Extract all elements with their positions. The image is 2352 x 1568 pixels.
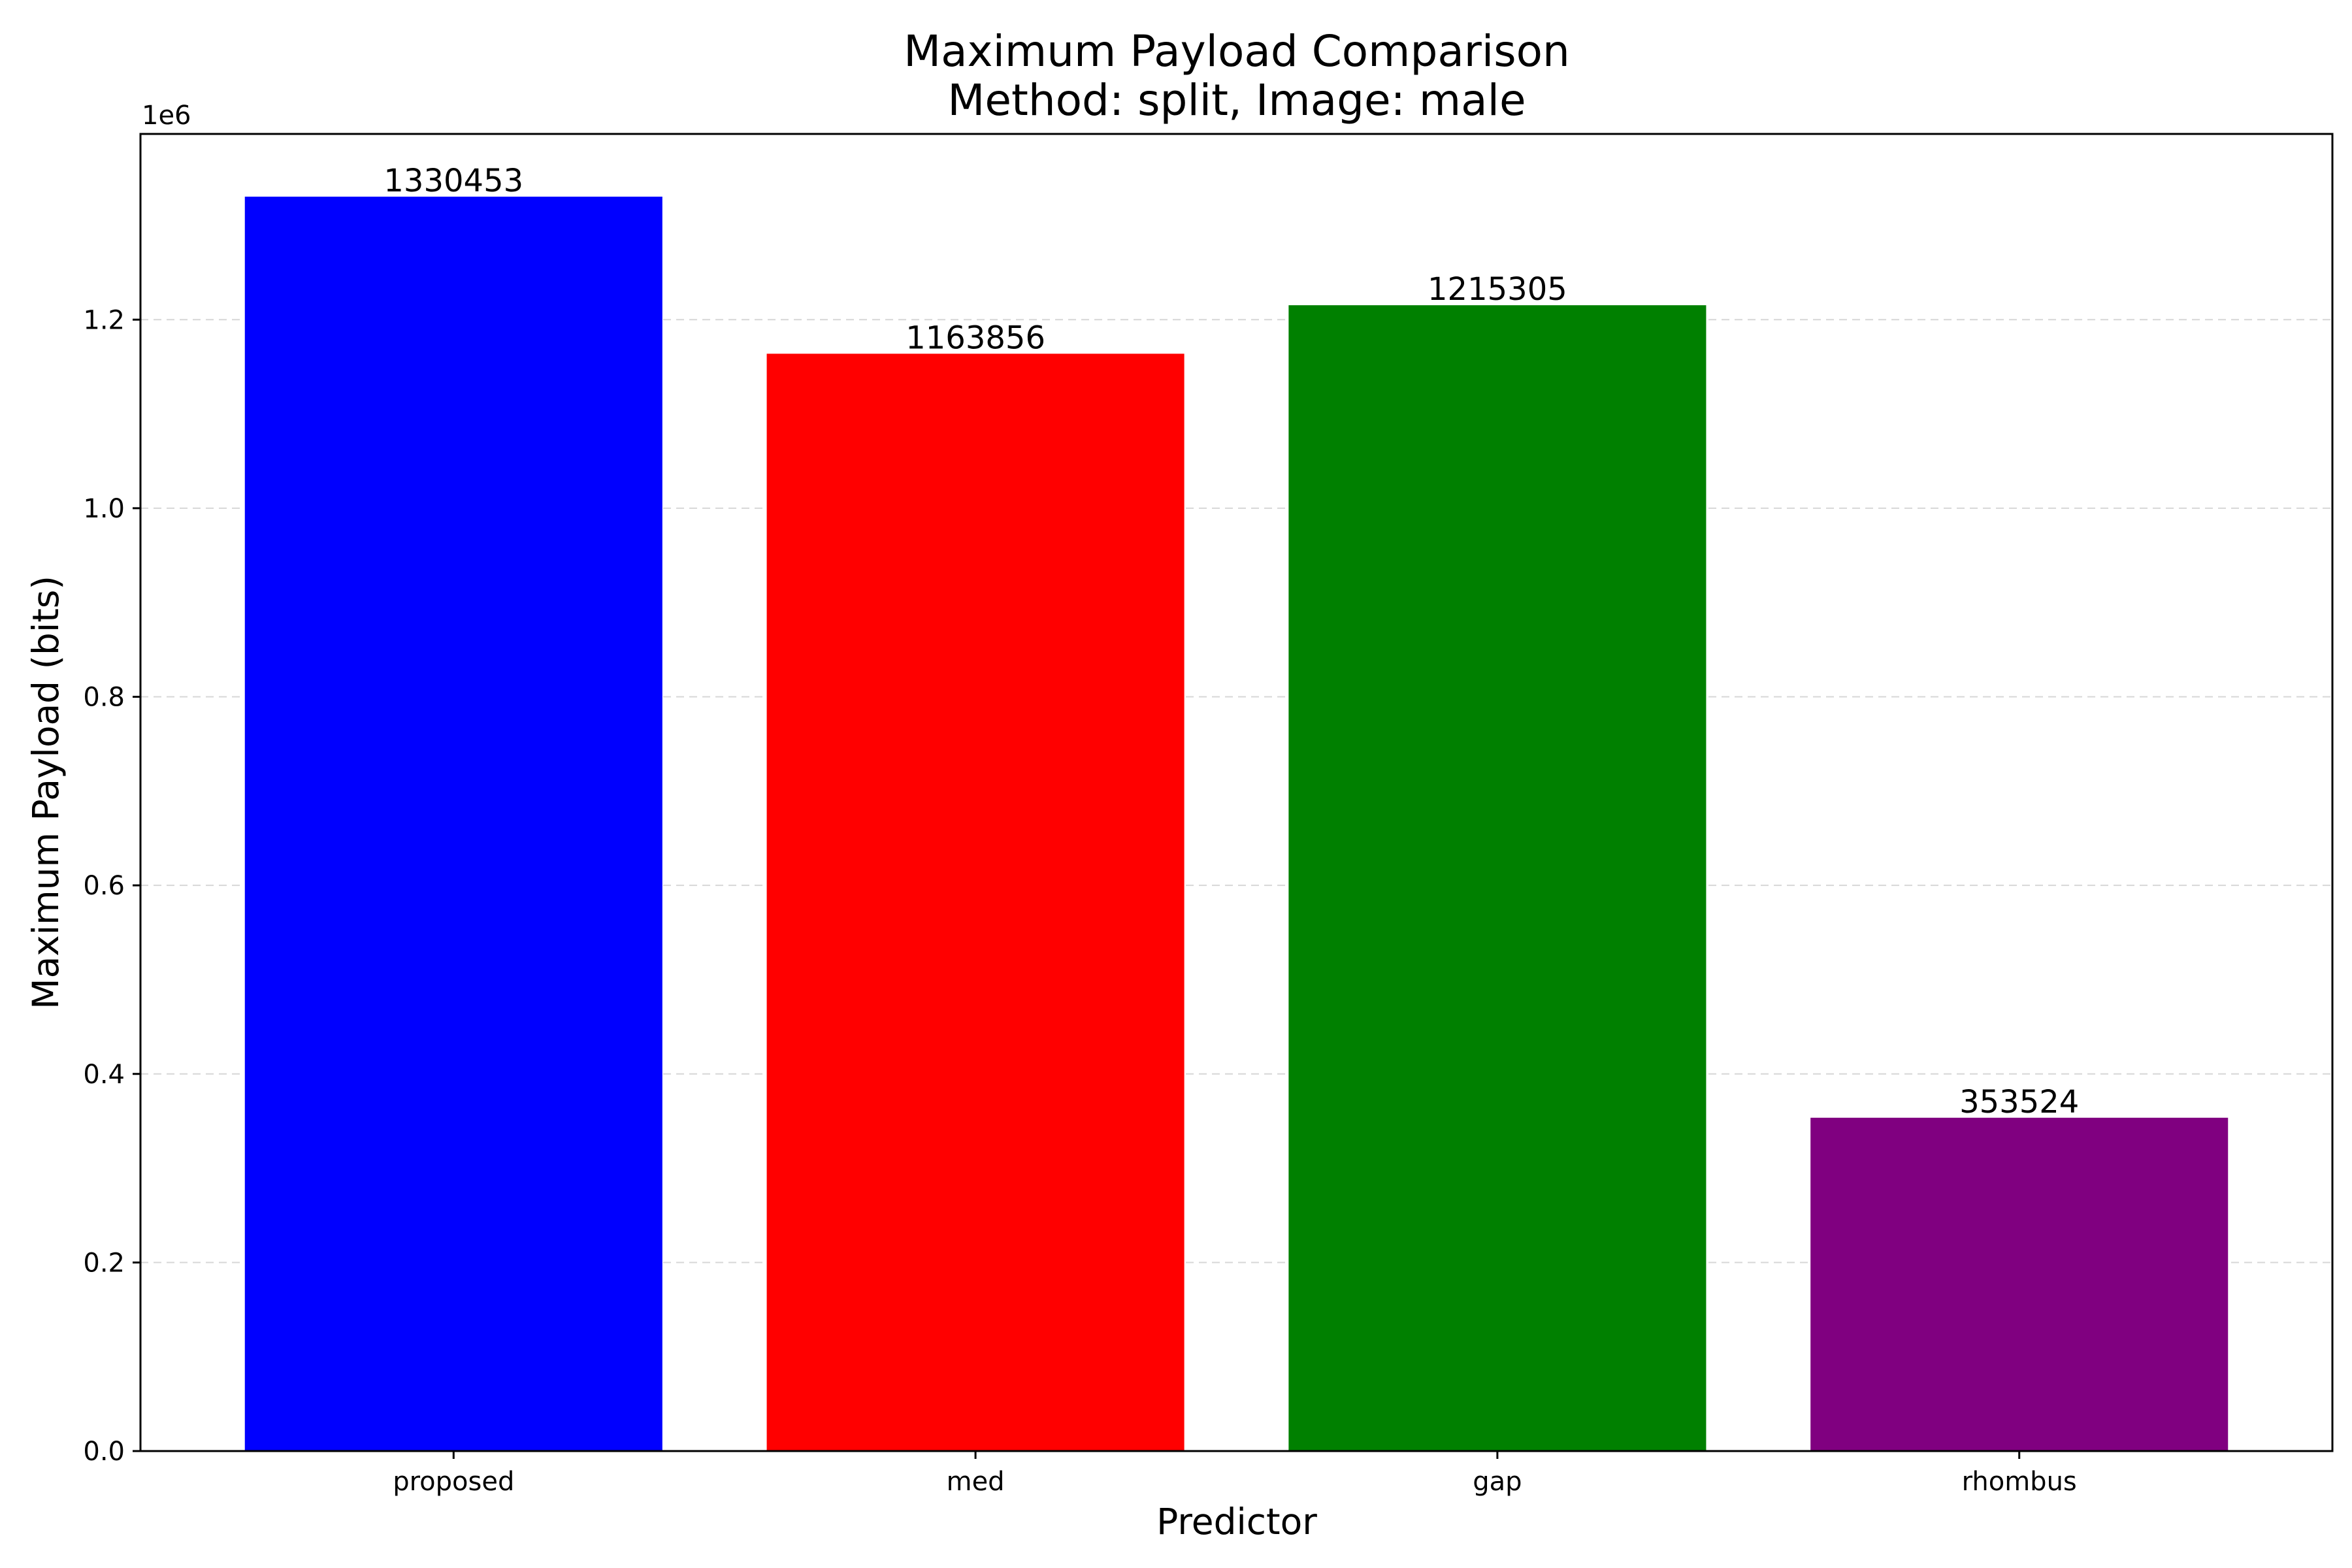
- y-tick-label: 0.8: [83, 683, 125, 713]
- chart-subtitle: Method: split, Image: male: [947, 75, 1526, 125]
- value-labels: 1330453 1163856 1215305 353524: [384, 163, 2079, 1120]
- y-axis-label: Maximum Payload (bits): [25, 576, 67, 1009]
- y-axis-ticks: 0.0 0.2 0.4 0.6 0.8 1.0 1.2: [83, 305, 140, 1467]
- y-tick-label: 0.2: [83, 1248, 125, 1278]
- x-tick-label-gap: gap: [1473, 1467, 1522, 1497]
- y-tick-label: 1.0: [83, 494, 125, 524]
- plot-frame: [139, 133, 2334, 1452]
- value-label-gap: 1215305: [1428, 271, 1567, 308]
- chart-title: Maximum Payload Comparison: [904, 26, 1570, 76]
- bars: [244, 197, 2229, 1451]
- bar-proposed: [244, 197, 662, 1451]
- x-axis-ticks: proposed med gap rhombus: [393, 1451, 2077, 1497]
- x-tick-label-rhombus: rhombus: [1962, 1467, 2077, 1497]
- value-label-proposed: 1330453: [384, 163, 523, 199]
- bar-gap: [1288, 305, 1707, 1451]
- value-label-rhombus: 353524: [1959, 1084, 2079, 1120]
- y-tick-label: 1.2: [83, 305, 125, 335]
- value-label-med: 1163856: [906, 319, 1045, 356]
- x-axis-label: Predictor: [1156, 1501, 1317, 1543]
- y-tick-label: 0.0: [83, 1437, 125, 1467]
- y-tick-label: 0.6: [83, 871, 125, 901]
- bar-rhombus: [1810, 1117, 2229, 1451]
- x-tick-label-med: med: [947, 1467, 1005, 1497]
- y-axis-offset-label: 1e6: [142, 101, 191, 131]
- y-tick-label: 0.4: [83, 1060, 125, 1090]
- bar-med: [766, 353, 1184, 1451]
- x-tick-label-proposed: proposed: [393, 1467, 514, 1497]
